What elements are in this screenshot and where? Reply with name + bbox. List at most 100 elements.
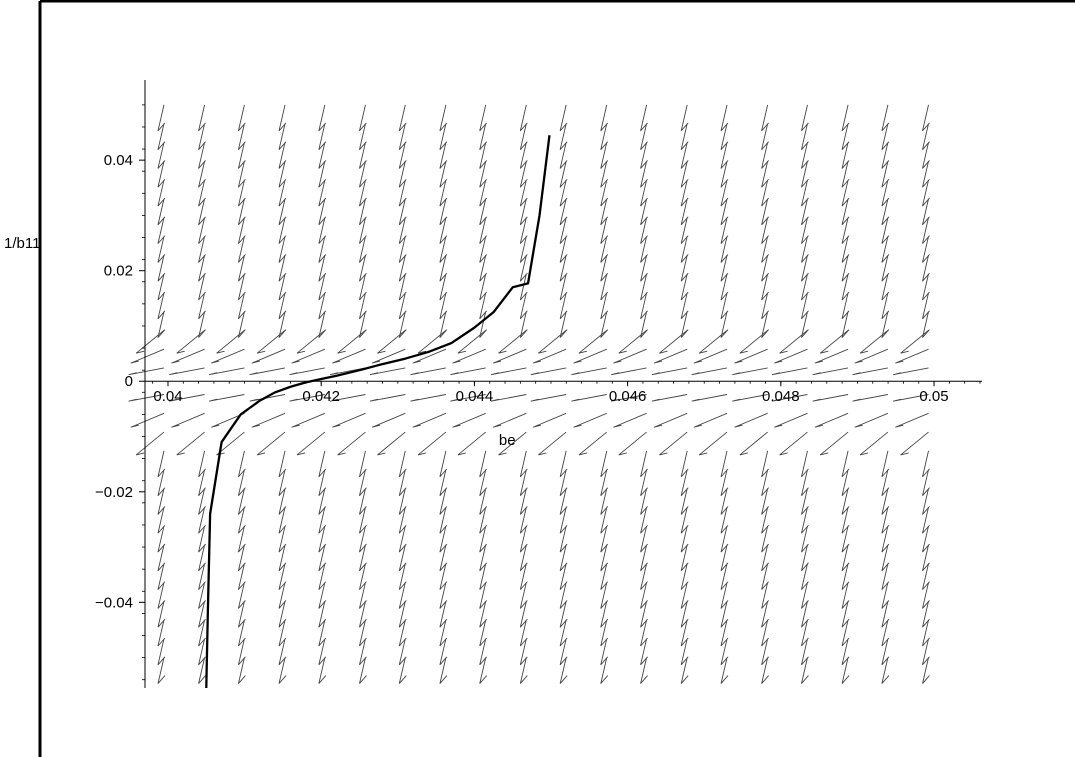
field-arrow bbox=[237, 601, 246, 628]
field-arrow bbox=[881, 488, 890, 515]
direction-field bbox=[128, 104, 930, 684]
field-arrow bbox=[611, 394, 647, 402]
field-arrow bbox=[922, 450, 930, 478]
field-arrow bbox=[720, 217, 729, 244]
field-arrow bbox=[479, 179, 488, 207]
field-arrow bbox=[439, 638, 448, 666]
field-arrow bbox=[640, 563, 648, 590]
field-arrow bbox=[289, 367, 325, 376]
field-arrow bbox=[398, 273, 407, 301]
field-arrow bbox=[578, 330, 608, 354]
field-arrow bbox=[398, 507, 407, 534]
field-arrow bbox=[412, 412, 447, 428]
field-arrow bbox=[519, 142, 528, 169]
field-arrow bbox=[479, 601, 488, 628]
field-arrow bbox=[128, 394, 165, 402]
field-arrow bbox=[291, 412, 326, 428]
field-arrow bbox=[720, 657, 729, 684]
field-arrow bbox=[237, 198, 246, 226]
field-arrow bbox=[369, 367, 406, 376]
field-arrow bbox=[881, 123, 890, 150]
y-tick-label: −0.02 bbox=[95, 484, 133, 501]
field-arrow bbox=[922, 638, 930, 666]
field-arrow bbox=[881, 273, 890, 301]
field-arrow bbox=[720, 236, 729, 263]
field-arrow bbox=[559, 525, 568, 553]
field-arrow bbox=[208, 367, 245, 376]
field-arrow bbox=[680, 236, 689, 263]
field-arrow bbox=[278, 104, 287, 132]
field-arrow bbox=[801, 582, 809, 609]
field-arrow bbox=[216, 330, 245, 354]
field-arrow bbox=[680, 582, 689, 609]
field-arrow bbox=[559, 488, 568, 515]
field-arrow bbox=[519, 469, 528, 496]
field-arrow bbox=[640, 488, 648, 515]
x-tick-label: 0.048 bbox=[762, 388, 800, 405]
field-arrow bbox=[532, 348, 567, 364]
field-arrow bbox=[479, 217, 488, 244]
field-arrow bbox=[157, 488, 166, 515]
field-arrow bbox=[439, 198, 448, 226]
field-arrow bbox=[841, 179, 850, 207]
field-arrow bbox=[398, 104, 407, 132]
field-arrow bbox=[251, 348, 286, 364]
field-arrow bbox=[841, 601, 850, 628]
field-arrow bbox=[439, 488, 448, 515]
field-arrow bbox=[841, 198, 850, 226]
field-arrow bbox=[198, 601, 206, 628]
field-arrow bbox=[922, 217, 930, 244]
field-arrow bbox=[573, 348, 607, 364]
field-arrow bbox=[450, 394, 486, 402]
field-arrow bbox=[761, 563, 769, 590]
field-arrow bbox=[801, 292, 809, 320]
field-arrow bbox=[278, 273, 287, 301]
field-arrow bbox=[600, 450, 609, 478]
field-arrow bbox=[198, 179, 206, 207]
x-tick-label: 0.046 bbox=[609, 388, 647, 405]
field-arrow bbox=[157, 104, 166, 132]
field-arrow bbox=[881, 544, 890, 572]
field-arrow bbox=[761, 488, 769, 515]
field-arrow bbox=[479, 469, 488, 496]
field-arrow bbox=[278, 311, 287, 338]
field-arrow bbox=[801, 236, 809, 263]
field-arrow bbox=[761, 273, 769, 301]
field-arrow bbox=[278, 488, 287, 515]
field-arrow bbox=[278, 255, 287, 282]
field-arrow bbox=[237, 450, 246, 478]
field-arrow bbox=[841, 582, 850, 609]
field-arrow bbox=[761, 236, 769, 263]
field-arrow bbox=[801, 638, 809, 666]
field-arrow bbox=[653, 412, 688, 428]
field-arrow bbox=[720, 469, 729, 496]
field-arrow bbox=[439, 601, 448, 628]
field-arrow bbox=[680, 507, 689, 534]
field-arrow bbox=[398, 142, 407, 169]
field-arrow bbox=[128, 367, 165, 376]
field-arrow bbox=[600, 469, 609, 496]
field-arrow bbox=[398, 525, 407, 553]
field-arrow bbox=[618, 330, 647, 354]
field-arrow bbox=[559, 123, 568, 150]
field-arrow bbox=[680, 450, 689, 478]
field-arrow bbox=[169, 367, 205, 376]
field-arrow bbox=[680, 638, 689, 666]
field-arrow bbox=[398, 544, 407, 572]
field-arrow bbox=[198, 638, 206, 666]
field-arrow bbox=[398, 179, 407, 207]
field-arrow bbox=[653, 348, 688, 364]
field-arrow bbox=[801, 311, 809, 338]
field-arrow bbox=[893, 394, 929, 402]
field-arrow bbox=[720, 450, 729, 478]
field-arrow bbox=[841, 311, 850, 338]
field-arrow bbox=[198, 563, 206, 590]
field-arrow bbox=[720, 544, 729, 572]
field-arrow bbox=[841, 236, 850, 263]
field-arrow bbox=[693, 412, 728, 428]
field-arrow bbox=[359, 638, 367, 666]
field-arrow bbox=[691, 367, 728, 376]
field-arrow bbox=[439, 619, 448, 647]
field-arrow bbox=[398, 198, 407, 226]
field-arrow bbox=[922, 469, 930, 496]
